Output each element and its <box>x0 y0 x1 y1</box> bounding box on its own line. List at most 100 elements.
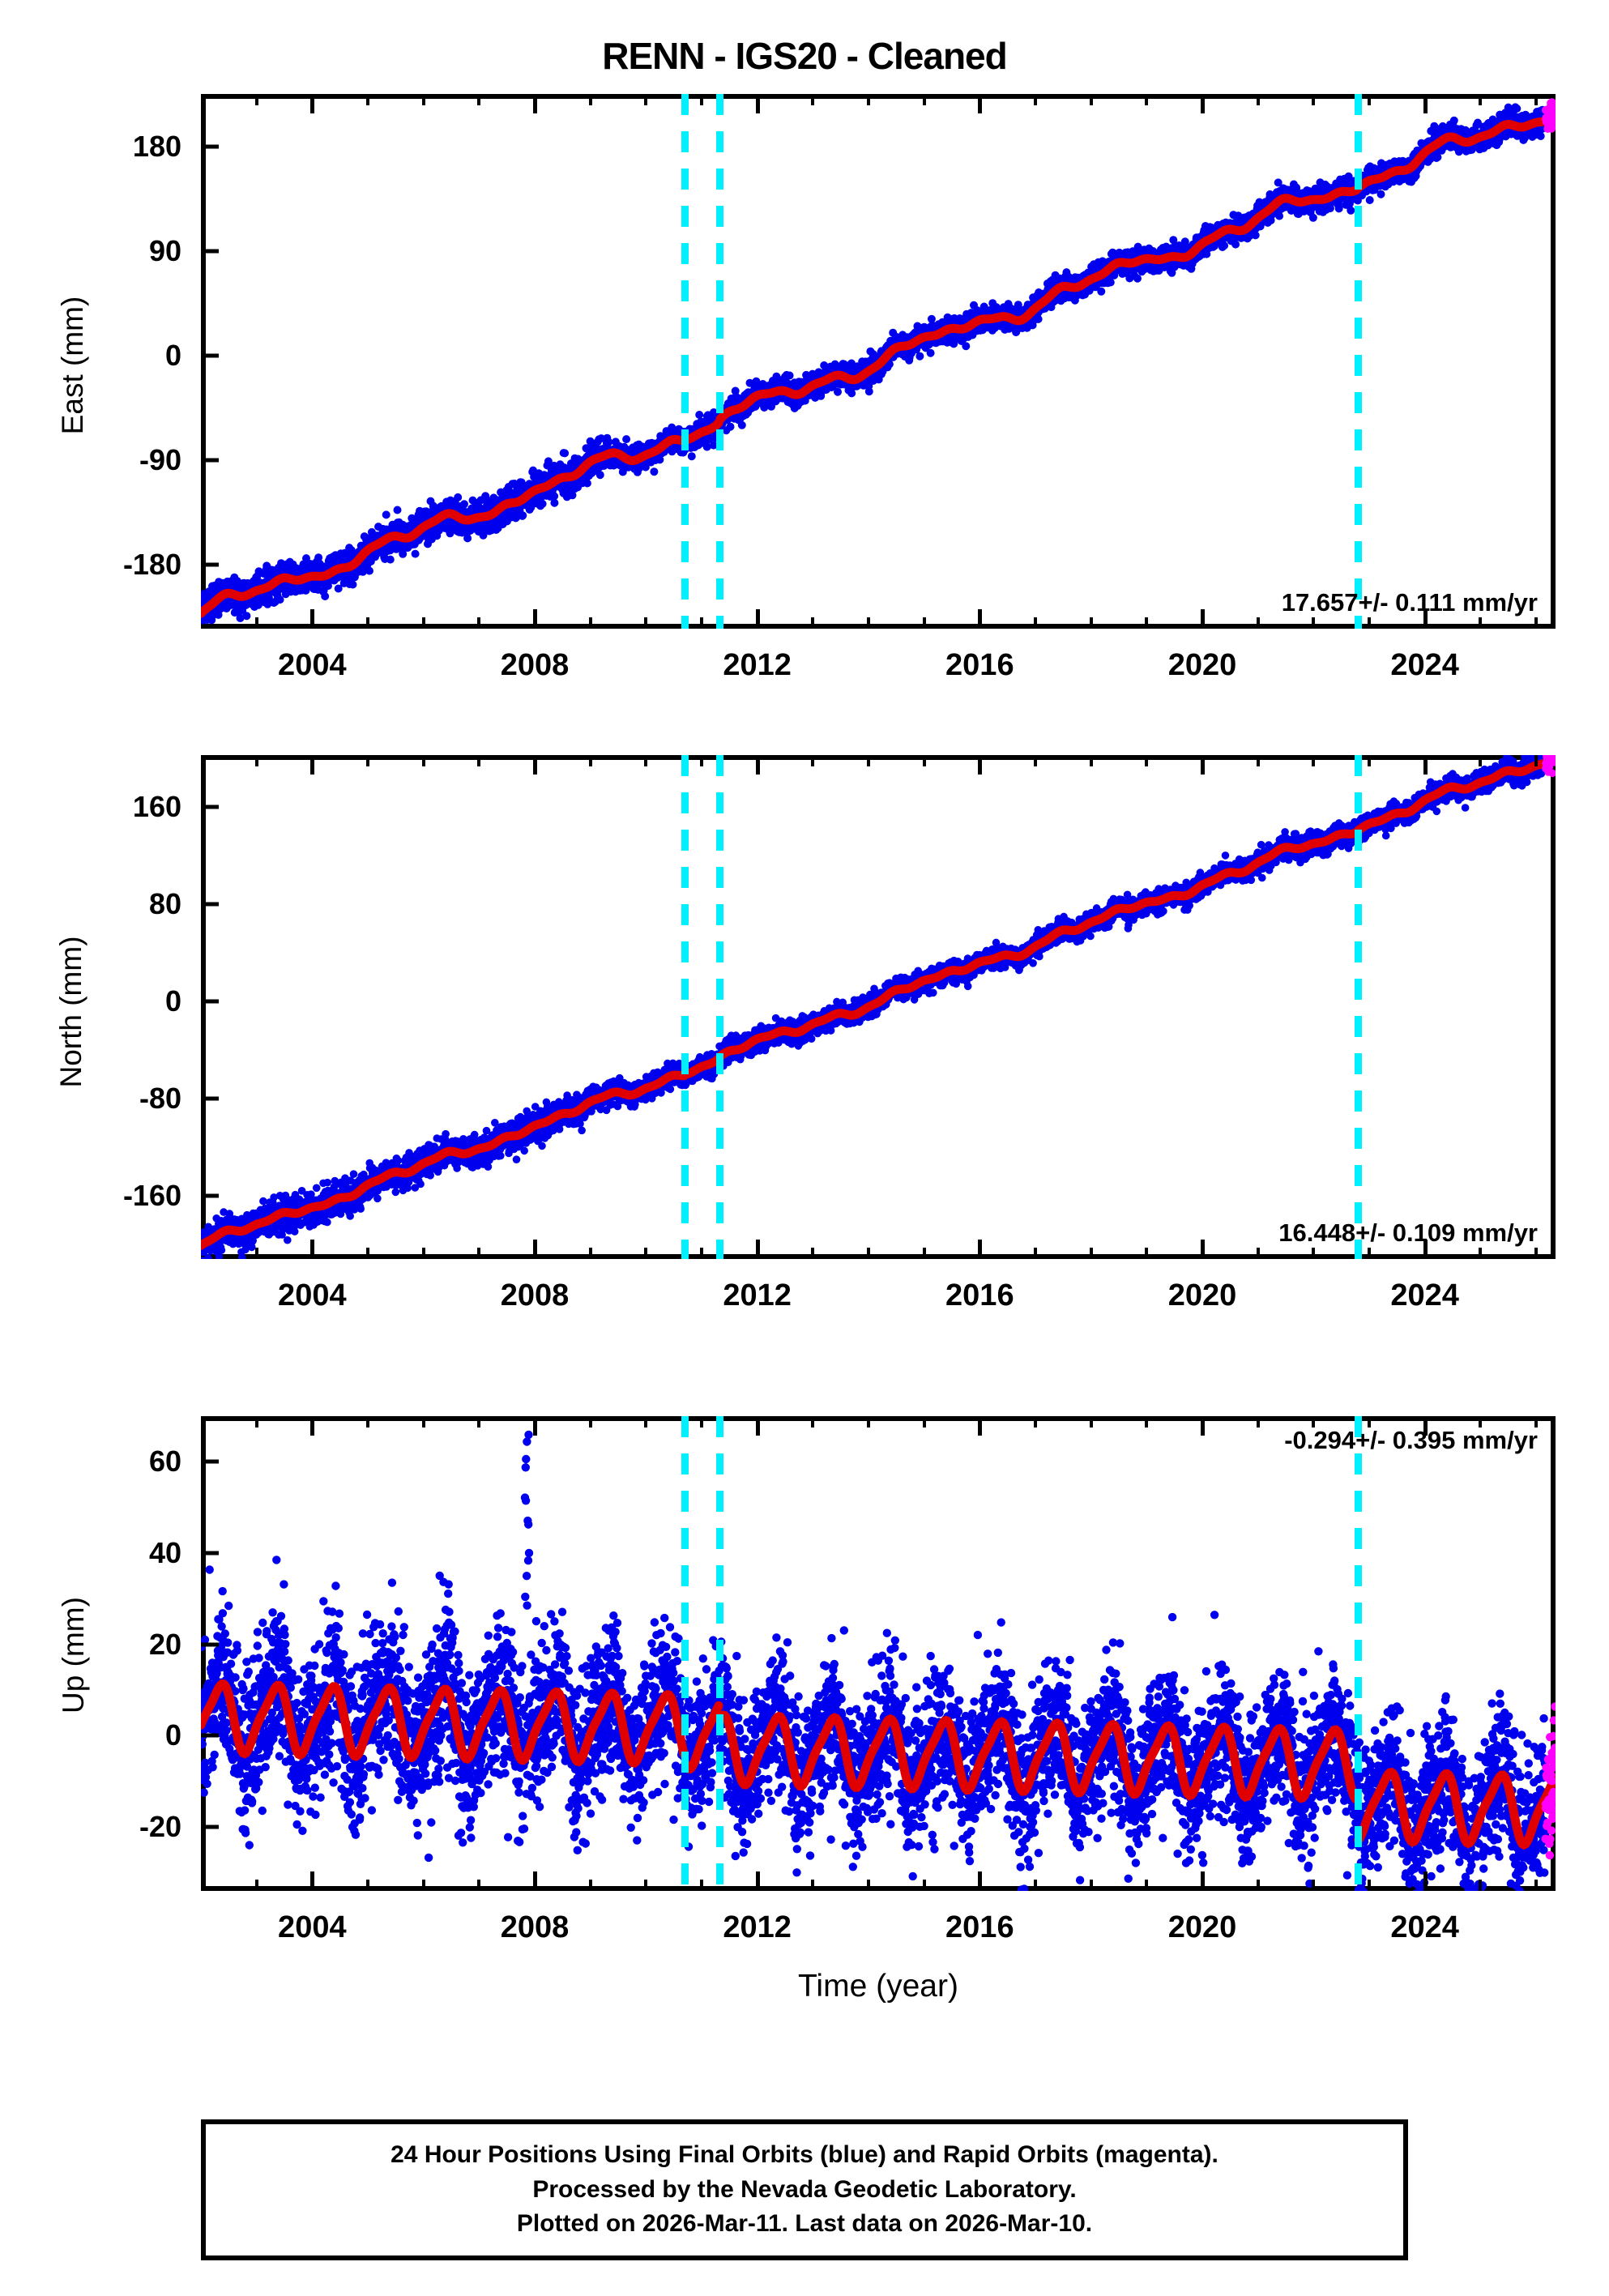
x-tick-2020 <box>1201 1240 1205 1259</box>
x-tick-label-2008: 2008 <box>501 1278 570 1313</box>
x-tick-label-2004: 2004 <box>278 1278 347 1313</box>
x-tick-top-2014 <box>867 1416 870 1428</box>
x-tick-top-2020 <box>1201 755 1205 775</box>
x-tick-top-2013 <box>811 755 814 766</box>
x-tick-label-2016: 2016 <box>945 1278 1014 1313</box>
x-tick-label-2004: 2004 <box>278 648 347 683</box>
x-tick-top-2013 <box>811 94 814 105</box>
east-canvas <box>201 94 1556 629</box>
east-ytick-label: 0 <box>165 339 181 373</box>
up-ytick-mark <box>201 1734 219 1738</box>
x-tick-top-2018 <box>1090 755 1093 766</box>
north-ytick-mark <box>201 903 219 907</box>
equipment-change-line-1 <box>681 755 689 1259</box>
x-tick-top-2020 <box>1201 1416 1205 1436</box>
x-tick-top-2023 <box>1368 755 1371 766</box>
x-tick-top-2020 <box>1201 94 1205 113</box>
x-tick-2008 <box>533 1240 537 1259</box>
x-tick-2018 <box>1090 1880 1093 1891</box>
x-tick-2012 <box>756 1240 760 1259</box>
x-tick-top-2016 <box>978 94 982 113</box>
panel-north-plot-area[interactable] <box>201 755 1556 1259</box>
north-ytick-mark <box>201 1000 219 1004</box>
x-tick-top-2003 <box>255 94 258 105</box>
x-tick-top-2006 <box>422 755 425 766</box>
x-tick-2012 <box>756 1871 760 1891</box>
x-tick-top-2011 <box>700 94 703 105</box>
equipment-change-line-1 <box>681 94 689 629</box>
x-tick-2005 <box>366 617 369 629</box>
x-tick-2021 <box>1257 1248 1260 1259</box>
x-tick-2006 <box>422 1248 425 1259</box>
panel-east-plot-area[interactable] <box>201 94 1556 629</box>
x-tick-top-2003 <box>255 755 258 766</box>
up-final-orbit-points <box>201 1431 1550 1891</box>
panel-east: 17.657+/- 0.111 mm/yr <box>201 94 1556 629</box>
x-tick-2015 <box>923 617 926 629</box>
x-tick-top-2019 <box>1145 1416 1148 1428</box>
x-tick-top-2023 <box>1368 94 1371 105</box>
x-tick-2026 <box>1534 1248 1538 1259</box>
x-tick-top-2009 <box>589 94 592 105</box>
x-tick-2022 <box>1312 617 1315 629</box>
x-tick-top-2008 <box>533 94 537 113</box>
east-ytick-label: 90 <box>149 234 181 268</box>
x-tick-2012 <box>756 609 760 629</box>
x-tick-top-2022 <box>1312 94 1315 105</box>
x-tick-2007 <box>477 1880 480 1891</box>
x-tick-2003 <box>255 1880 258 1891</box>
north-ytick-label: 160 <box>133 790 181 824</box>
x-tick-2004 <box>310 609 314 629</box>
x-tick-2026 <box>1534 617 1538 629</box>
x-tick-label-2016: 2016 <box>945 648 1014 683</box>
panel-up: -0.294+/- 0.395 mm/yr <box>201 1416 1556 1891</box>
x-tick-label-2024: 2024 <box>1390 648 1459 683</box>
x-tick-label-2008: 2008 <box>501 1910 570 1945</box>
x-tick-top-2024 <box>1423 755 1428 775</box>
x-tick-2017 <box>1034 617 1037 629</box>
east-ytick-mark <box>201 144 219 148</box>
up-ytick-label: 40 <box>149 1536 181 1570</box>
x-tick-top-2013 <box>811 1416 814 1428</box>
x-tick-2009 <box>589 1880 592 1891</box>
page-title: RENN - IGS20 - Cleaned <box>0 34 1609 78</box>
x-tick-2015 <box>923 1880 926 1891</box>
equipment-change-line-2 <box>716 755 723 1259</box>
x-tick-2010 <box>644 1248 647 1259</box>
x-tick-top-2016 <box>978 755 982 775</box>
x-tick-label-2020: 2020 <box>1168 648 1237 683</box>
equipment-change-line-1 <box>681 1416 689 1891</box>
x-tick-top-2010 <box>644 755 647 766</box>
x-tick-2022 <box>1312 1248 1315 1259</box>
x-tick-top-2005 <box>366 94 369 105</box>
x-tick-top-2005 <box>366 1416 369 1428</box>
x-tick-2010 <box>644 617 647 629</box>
x-tick-2011 <box>700 617 703 629</box>
x-tick-2017 <box>1034 1248 1037 1259</box>
up-ytick-mark <box>201 1460 219 1464</box>
x-tick-top-2026 <box>1534 94 1538 105</box>
east-ytick-label: 180 <box>133 130 181 164</box>
up-ytick-mark <box>201 1825 219 1829</box>
x-tick-2009 <box>589 617 592 629</box>
x-tick-2016 <box>978 1871 982 1891</box>
x-tick-2018 <box>1090 617 1093 629</box>
x-tick-2009 <box>589 1248 592 1259</box>
x-tick-2019 <box>1145 617 1148 629</box>
x-tick-2005 <box>366 1880 369 1891</box>
x-tick-top-2012 <box>756 1416 760 1436</box>
east-ytick-label: -180 <box>123 548 181 582</box>
equipment-change-line-2 <box>716 94 723 629</box>
east-model-fit-line <box>201 115 1556 613</box>
up-ytick-label: 20 <box>149 1628 181 1662</box>
x-tick-2023 <box>1368 1248 1371 1259</box>
x-tick-2020 <box>1201 1871 1205 1891</box>
up-ytick-label: 60 <box>149 1445 181 1479</box>
x-tick-top-2004 <box>310 1416 314 1436</box>
north-canvas <box>201 755 1556 1259</box>
east-ytick-mark <box>201 249 219 253</box>
x-tick-top-2021 <box>1257 94 1260 105</box>
panel-up-plot-area[interactable] <box>201 1416 1556 1891</box>
x-tick-top-2007 <box>477 1416 480 1428</box>
